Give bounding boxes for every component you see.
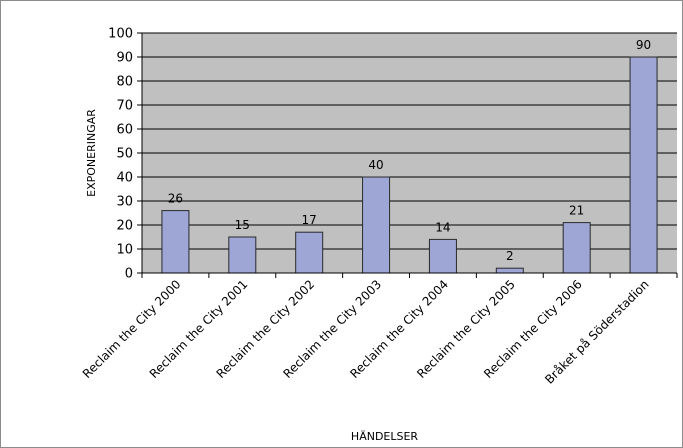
bar	[362, 176, 391, 274]
data-label: 40	[368, 158, 383, 172]
data-labels: 26 15 17 40 14 2 21 90	[168, 38, 651, 263]
y-tick-label: 60	[116, 123, 133, 138]
y-tick-label: 10	[116, 243, 133, 258]
data-label: 90	[636, 38, 651, 52]
y-tick-label: 30	[116, 195, 133, 210]
axes	[141, 33, 677, 274]
bar	[161, 210, 190, 274]
bar	[428, 238, 457, 274]
bar	[495, 267, 524, 274]
y-tick-label: 90	[116, 51, 133, 66]
y-tick-label: 0	[125, 267, 133, 282]
data-label: 21	[569, 204, 584, 218]
y-tick-labels: 0 10 20 30 40 50 60 70 80 90 100	[108, 27, 133, 282]
bars	[161, 56, 658, 274]
data-label: 26	[168, 192, 183, 206]
y-tick-label: 100	[108, 27, 133, 42]
data-label: 15	[235, 218, 250, 232]
data-label: 17	[302, 213, 317, 227]
bar	[295, 231, 324, 274]
x-axis-title: HÄNDELSER	[351, 430, 419, 443]
y-tick-label: 70	[116, 99, 133, 114]
y-tick-label: 20	[116, 219, 133, 234]
data-label: 2	[506, 249, 514, 263]
bar	[228, 236, 257, 274]
data-label: 14	[435, 220, 450, 234]
y-tick-label: 50	[116, 147, 133, 162]
y-tick-label: 80	[116, 75, 133, 90]
bar	[629, 56, 658, 274]
bar	[562, 222, 591, 274]
y-tick-label: 40	[116, 171, 133, 186]
y-axis-title: EXPONERINGAR	[85, 109, 98, 197]
